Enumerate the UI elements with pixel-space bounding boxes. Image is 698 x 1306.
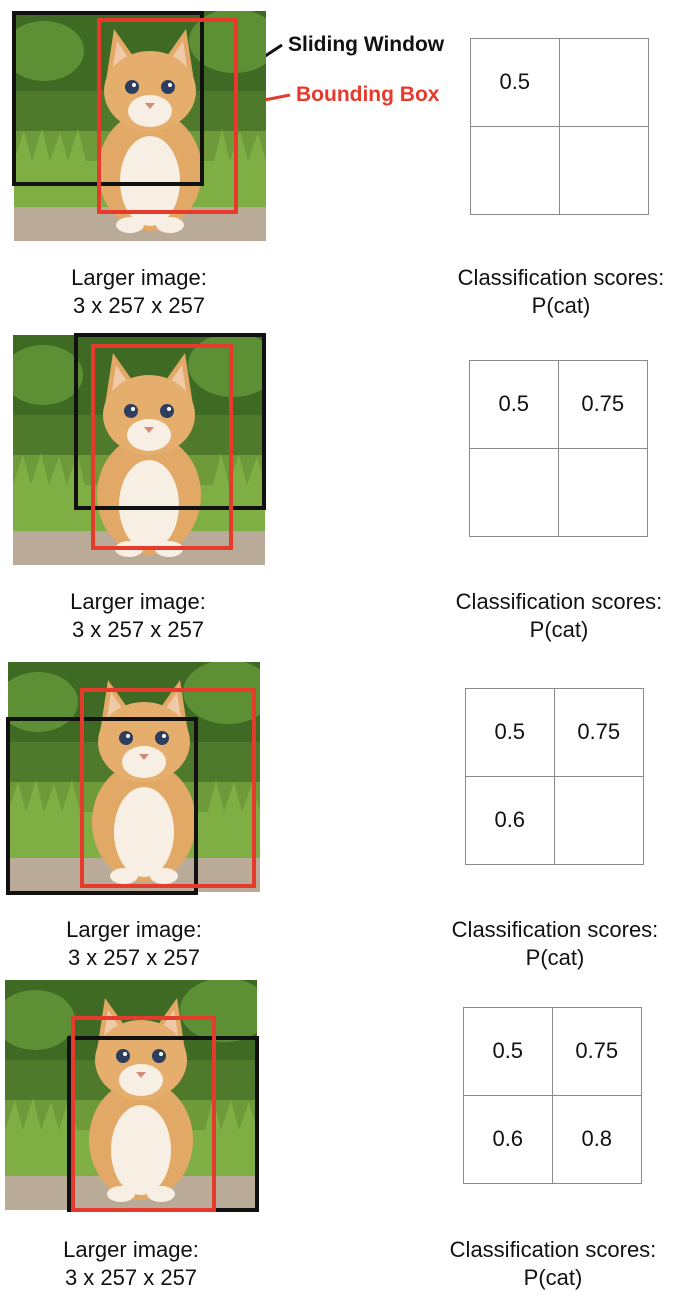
score-cell-tl: 0.5 (464, 1008, 553, 1096)
panel-step-1: Larger image: 3 x 257 x 257 0.5 Classifi… (0, 0, 698, 326)
scores-caption-line1: Classification scores: (455, 589, 663, 614)
scores-caption: Classification scores: P(cat) (436, 264, 686, 320)
bounding-box (97, 18, 238, 214)
score-cell-br (560, 127, 649, 215)
scores-caption-line2: P(cat) (525, 945, 585, 970)
scores-caption-line2: P(cat) (523, 1265, 583, 1290)
sliding-window-box (74, 333, 266, 510)
score-cell-tr: 0.75 (554, 689, 643, 777)
scores-caption: Classification scores: P(cat) (428, 1236, 678, 1292)
image-caption-line2: 3 x 257 x 257 (67, 945, 201, 970)
score-cell-br (555, 777, 644, 865)
score-grid: 0.5 (470, 38, 649, 215)
scores-caption-line2: P(cat) (531, 293, 591, 318)
score-cell-tr (559, 39, 648, 127)
panel-step-2: Larger image: 3 x 257 x 257 0.5 0.75 Cla… (0, 324, 698, 650)
score-cell-bl (471, 126, 560, 214)
score-grid: 0.5 0.75 0.6 0.8 (463, 1007, 642, 1184)
image-caption: Larger image: 3 x 257 x 257 (30, 264, 248, 320)
sliding-window-box (12, 11, 204, 186)
score-cell-br (559, 449, 648, 537)
bounding-box (71, 1016, 216, 1212)
panel-step-4: Larger image: 3 x 257 x 257 0.5 0.75 0.6… (0, 970, 698, 1296)
score-cell-tl: 0.5 (471, 39, 560, 127)
score-grid: 0.5 0.75 0.6 (465, 688, 644, 865)
image-caption-line1: Larger image: (71, 265, 207, 290)
score-cell-bl: 0.6 (466, 776, 555, 864)
scores-caption: Classification scores: P(cat) (434, 588, 684, 644)
score-cell-tl: 0.5 (470, 361, 559, 449)
image-caption: Larger image: 3 x 257 x 257 (25, 916, 243, 972)
sliding-window-box (6, 717, 198, 895)
image-caption: Larger image: 3 x 257 x 257 (29, 588, 247, 644)
bounding-box-label: Bounding Box (296, 83, 440, 106)
score-cell-tr: 0.75 (558, 361, 647, 449)
scores-caption-line1: Classification scores: (451, 917, 659, 942)
image-caption-line1: Larger image: (63, 1237, 199, 1262)
bounding-box (91, 344, 233, 550)
scores-caption-line1: Classification scores: (457, 265, 665, 290)
image-caption-line1: Larger image: (70, 589, 206, 614)
image-caption-line1: Larger image: (66, 917, 202, 942)
score-cell-bl (470, 448, 559, 536)
image-caption-line2: 3 x 257 x 257 (64, 1265, 198, 1290)
scores-caption-line1: Classification scores: (449, 1237, 657, 1262)
image-caption: Larger image: 3 x 257 x 257 (22, 1236, 240, 1292)
image-caption-line2: 3 x 257 x 257 (72, 293, 206, 318)
bounding-box (80, 688, 256, 888)
score-cell-bl: 0.6 (464, 1095, 553, 1183)
scores-caption: Classification scores: P(cat) (430, 916, 680, 972)
score-grid: 0.5 0.75 (469, 360, 648, 537)
score-cell-br: 0.8 (581, 1126, 613, 1152)
scores-caption-line2: P(cat) (529, 617, 589, 642)
image-caption-line2: 3 x 257 x 257 (71, 617, 205, 642)
sliding-window-label: Sliding Window (288, 33, 445, 56)
score-cell-tl: 0.5 (466, 689, 555, 777)
score-cell-tr: 0.75 (552, 1008, 641, 1096)
panel-step-3: Larger image: 3 x 257 x 257 0.5 0.75 0.6… (0, 652, 698, 978)
